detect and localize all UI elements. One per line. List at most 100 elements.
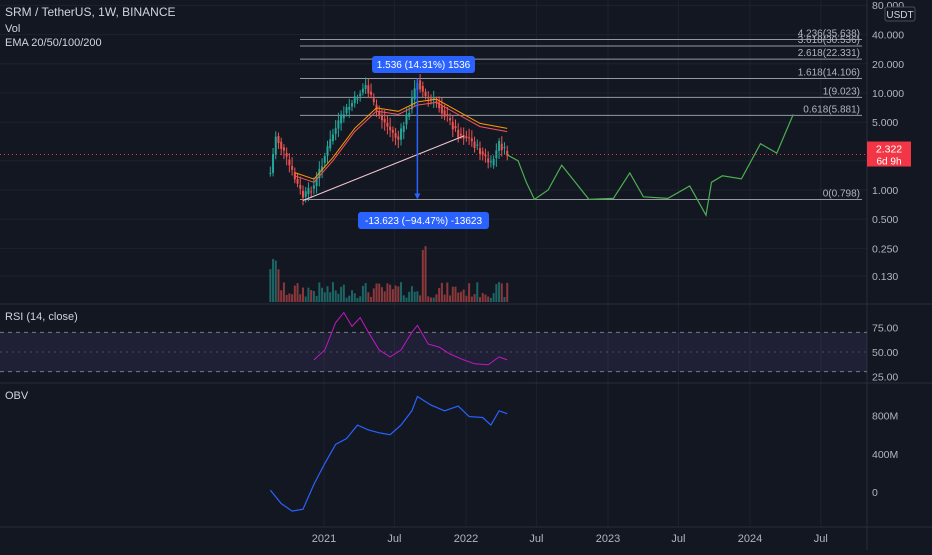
- volume-bar: [438, 287, 441, 302]
- candle-body: [454, 125, 457, 129]
- rsi-label: RSI (14, close): [5, 311, 78, 323]
- candle-body: [495, 150, 498, 159]
- fibonacci-levels[interactable]: 4.236(35.638)3.618(30.536) 2.618(22.331) 1…: [300, 28, 862, 201]
- volume-bar: [397, 286, 400, 302]
- candle-body: [408, 112, 411, 117]
- volume-bar: [348, 295, 351, 302]
- volume-bar: [318, 282, 321, 302]
- vol-indicator-label: Vol: [5, 23, 20, 35]
- volume-bar: [449, 295, 452, 302]
- volume-bar: [351, 290, 354, 302]
- volume-bar: [375, 283, 378, 302]
- candle-body: [342, 114, 345, 119]
- volume-bar: [465, 295, 468, 302]
- candle-body: [410, 97, 413, 110]
- volume-bar: [440, 282, 443, 302]
- volume-bar: [372, 288, 375, 302]
- arrow-head-icon: [414, 193, 421, 200]
- volume-bar: [416, 291, 419, 302]
- fib-level-label: 2.618(22.331): [798, 48, 860, 59]
- candles: [269, 73, 509, 206]
- volume-bar: [413, 291, 416, 302]
- candle-body: [470, 138, 473, 142]
- obv-tick-label: 400M: [872, 449, 898, 461]
- candle-body: [282, 147, 285, 151]
- candle-body: [277, 136, 280, 143]
- volume-bar: [277, 269, 280, 302]
- candle-body: [427, 97, 430, 99]
- volume-bar: [394, 285, 397, 302]
- time-axis[interactable]: 2021 Jul 2022 Jul 2023 Jul 2024 Jul: [312, 533, 828, 545]
- candle-body: [370, 91, 373, 95]
- price-range-measure[interactable]: 1.536 (14.31%) 1536 -13.623 (−94.47%) -13…: [358, 56, 489, 229]
- candle-body: [361, 88, 364, 93]
- candle-body: [443, 110, 446, 117]
- volume-bar: [435, 294, 438, 302]
- volume-bar: [301, 287, 304, 302]
- volume-bar: [500, 283, 503, 302]
- candle-body: [500, 143, 503, 151]
- volume-bar: [378, 283, 381, 302]
- volume-bar: [312, 290, 315, 302]
- candle-body: [506, 150, 509, 156]
- candle-body: [476, 144, 479, 146]
- volume-bar: [282, 282, 285, 302]
- overlay-lines[interactable]: [294, 98, 794, 217]
- volume-bar: [288, 293, 291, 302]
- candle-body: [340, 114, 343, 124]
- candle-body: [364, 84, 367, 89]
- ema-50-line: [294, 98, 508, 180]
- volume-bar: [481, 293, 484, 302]
- volume-bar: [304, 296, 307, 302]
- volume-bar: [454, 286, 457, 302]
- price-axis[interactable]: 80.00040.00020.00010.0005.0002.0001.0000…: [872, 0, 904, 499]
- projection-path: [506, 114, 794, 217]
- candle-body: [400, 128, 403, 140]
- volume-bar: [479, 297, 482, 302]
- volume-bar: [269, 269, 272, 302]
- candle-body: [473, 141, 476, 149]
- candle-body: [299, 184, 302, 189]
- candle-body: [304, 191, 307, 197]
- candle-body: [459, 133, 462, 136]
- volume-bars: [269, 246, 509, 302]
- candle-body: [446, 114, 449, 116]
- obv-tick-label: 800M: [872, 411, 898, 423]
- price-tick-label: 0.500: [872, 214, 898, 226]
- fib-level-label: 1(9.023): [823, 86, 860, 97]
- last-price-tag: [867, 141, 911, 167]
- candle-body: [291, 166, 294, 170]
- volume-bar: [410, 286, 413, 302]
- price-tick-label: 0.130: [872, 271, 898, 283]
- measure-down-label: -13.623 (−94.47%) -13623: [365, 216, 482, 227]
- candle-body: [326, 146, 329, 156]
- time-tick-label: 2024: [738, 533, 762, 545]
- volume-bar: [367, 292, 370, 302]
- last-price-value: 2.322: [876, 144, 902, 156]
- volume-bar: [291, 294, 294, 302]
- volume-bar: [321, 287, 324, 302]
- currency-badge[interactable]: [884, 6, 916, 22]
- volume-bar: [272, 258, 275, 302]
- candle-body: [337, 120, 340, 129]
- volume-bar: [296, 283, 299, 302]
- time-tick-label: Jul: [671, 533, 685, 545]
- candle-body: [440, 106, 443, 114]
- volume-bar: [356, 297, 359, 302]
- rsi-line: [313, 311, 508, 366]
- trendline: [302, 135, 464, 201]
- candle-body: [481, 151, 484, 155]
- volume-bar: [427, 296, 430, 302]
- volume-bar: [405, 297, 408, 302]
- candle-body: [307, 187, 310, 195]
- volume-bar: [353, 293, 356, 302]
- candle-body: [438, 102, 441, 109]
- candle-body: [329, 139, 332, 149]
- candle-body: [402, 125, 405, 133]
- rsi-tick-label: 25.00: [872, 372, 898, 384]
- volume-bar: [315, 295, 318, 302]
- time-tick-label: Jul: [814, 533, 828, 545]
